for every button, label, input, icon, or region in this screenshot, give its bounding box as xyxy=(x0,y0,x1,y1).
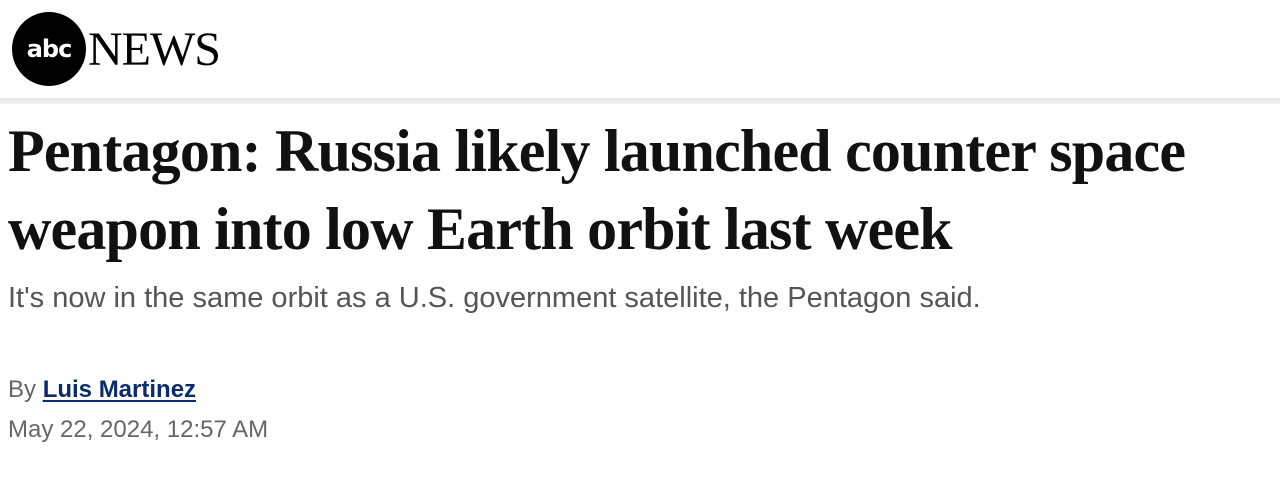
logo-news-text: NEWS xyxy=(88,22,221,76)
byline: By Luis Martinez xyxy=(8,376,196,404)
byline-prefix: By xyxy=(8,376,37,403)
abc-logo-circle: abc xyxy=(12,12,86,86)
publish-date: May 22, 2024, 12:57 AM xyxy=(8,416,269,443)
article-subtitle: It's now in the same orbit as a U.S. gov… xyxy=(8,282,981,314)
article-headline: Pentagon: Russia likely launched counter… xyxy=(8,118,1186,262)
header-divider xyxy=(0,98,1280,104)
abc-news-logo[interactable]: abc NEWS xyxy=(12,12,221,86)
site-header: abc NEWS xyxy=(0,0,1280,98)
logo-abc-text: abc xyxy=(26,35,73,63)
author-link[interactable]: Luis Martinez xyxy=(42,376,197,403)
